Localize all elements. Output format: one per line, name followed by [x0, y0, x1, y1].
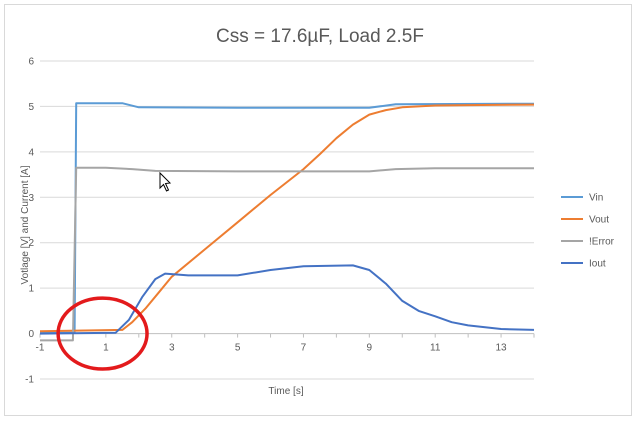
mouse-cursor-icon: [159, 171, 172, 192]
x-tick-label: 7: [301, 343, 307, 354]
y-tick-label: 1: [28, 284, 34, 295]
legend-label: Vout: [589, 215, 609, 226]
legend: Vin Vout !Error Iout: [561, 193, 615, 270]
y-tick-label: 0: [28, 329, 34, 340]
legend-label: Vin: [589, 193, 603, 204]
y-axis-label: Votlage [V] and Current [A]: [20, 165, 31, 284]
x-tick-label: 9: [367, 343, 373, 354]
axes: [39, 333, 535, 338]
chart-frame: [4, 4, 632, 416]
y-tick-label: 5: [28, 102, 34, 113]
x-axis-label: Time [s]: [268, 386, 303, 397]
x-tick-label: 5: [235, 343, 241, 354]
gridlines: [40, 60, 534, 380]
legend-label: Iout: [589, 259, 606, 270]
legend-label: !Error: [589, 237, 615, 248]
y-tick-label: 6: [28, 57, 34, 68]
y-tick-label: -1: [25, 375, 34, 386]
y-tick-label: 4: [28, 147, 34, 158]
y-tick-label: 2: [28, 238, 34, 249]
chart-title: Css = 17.6µF, Load 2.5F: [216, 26, 424, 47]
x-tick-label: 11: [430, 343, 441, 354]
y-tick-label: 3: [28, 193, 34, 204]
y-tick-labels: -1 0 1 2 3 4 5 6: [25, 57, 34, 386]
series-line-iout: [39, 264, 535, 335]
highlight-ellipse: [56, 296, 149, 371]
x-tick-labels: -1 1 3 5 7 9 11 13: [36, 343, 508, 354]
series-line-vout: [39, 103, 535, 333]
annotations-group: [56, 296, 149, 371]
x-tick-label: 3: [169, 343, 175, 354]
series-group: [39, 102, 535, 342]
x-tick-label: 13: [496, 343, 508, 354]
x-tick-label: -1: [36, 343, 45, 354]
x-tick-label: 1: [103, 343, 109, 354]
series-line-error: [40, 166, 534, 342]
